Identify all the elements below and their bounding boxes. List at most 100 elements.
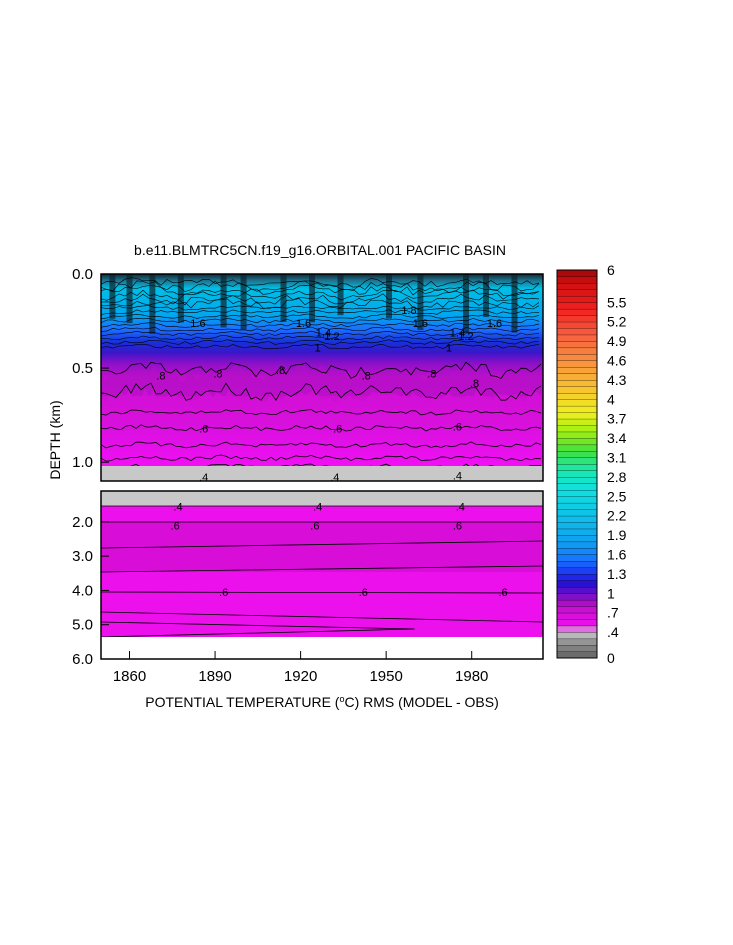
colorbar-label: .7 [607, 605, 619, 621]
colorbar-label: 0 [607, 650, 615, 666]
contour-line [100, 540, 544, 549]
contour-label: .4 [199, 472, 208, 484]
colorbar-label: .4 [607, 624, 619, 640]
contour-line [100, 621, 415, 638]
surface-streak [126, 274, 133, 324]
lower-panel-frame [100, 490, 544, 660]
colorbar-label: 2.8 [607, 469, 627, 485]
colorbar-label: 3.1 [607, 450, 627, 466]
y-tick-label: 1.0 [72, 454, 93, 471]
contour-label: .8 [427, 369, 436, 381]
contour-label: 1.2 [458, 331, 473, 343]
contour-label: .6 [359, 587, 368, 599]
contour-label: .6 [310, 520, 319, 532]
colorbar-swatch [556, 586, 598, 594]
colorbar-label: 1 [607, 585, 615, 601]
contour-line [100, 289, 540, 301]
colorbar-swatch [556, 509, 598, 517]
surface-streak [386, 274, 393, 319]
colorbar-swatch [556, 541, 598, 549]
x-axis-label-suffix: C) RMS (MODEL - OBS) [344, 694, 498, 710]
colorbar-swatch [556, 593, 598, 601]
contour-line [100, 565, 544, 573]
contour-line [100, 343, 540, 350]
colorbar-swatch [556, 373, 598, 381]
colorbar-swatch [556, 463, 598, 471]
contour-label: .6 [219, 587, 228, 599]
contour-line [100, 284, 540, 296]
colorbar-swatch [556, 347, 598, 355]
contour-line [100, 611, 544, 623]
contour-label: .4 [330, 472, 339, 484]
contour-label: .6 [453, 421, 462, 433]
contour-label: .8 [156, 371, 165, 383]
colorbar-swatch [556, 315, 598, 323]
colorbar-label: 6 [607, 262, 615, 278]
contour-label: .4 [453, 470, 462, 482]
lower-panel-gray-layer [101, 491, 543, 506]
colorbar-swatch [556, 308, 598, 316]
y-tick-label: 2.0 [72, 514, 93, 531]
colorbar-swatch [556, 437, 598, 446]
colorbar-label: 4 [607, 391, 615, 407]
colorbar-swatch [556, 567, 598, 575]
surface-streak [309, 274, 316, 323]
colorbar-swatch [556, 276, 598, 284]
colorbar-swatch [556, 295, 598, 303]
contour-label: 1.8 [401, 305, 416, 317]
contour-label: .6 [171, 520, 180, 532]
contour-line [100, 330, 540, 337]
surface-streak [109, 274, 116, 319]
colorbar-swatch [556, 476, 598, 484]
colorbar-swatch [556, 483, 598, 491]
colorbar-swatch [556, 554, 598, 562]
surface-streak [240, 274, 247, 330]
contour-line [100, 339, 540, 345]
colorbar-swatch [556, 457, 598, 465]
colorbar-swatch [556, 573, 598, 581]
colorbar-swatch [556, 644, 598, 652]
colorbar-label: 5.5 [607, 294, 627, 310]
colorbar-swatch [556, 360, 598, 368]
colorbar-swatch [556, 580, 598, 588]
colorbar-label: 2.5 [607, 488, 627, 504]
colorbar-swatch [556, 412, 598, 420]
contour-line [100, 454, 542, 462]
contour-label: .8 [470, 378, 479, 390]
colorbar-swatch [556, 606, 598, 614]
contour-line [100, 277, 540, 288]
colorbar-label: 2.2 [607, 508, 627, 524]
colorbar-swatch [556, 625, 598, 633]
contour-line [100, 441, 542, 449]
contour-label: .6 [333, 423, 342, 435]
colorbar-swatch [556, 612, 598, 620]
contour-label: 1.6 [296, 318, 311, 330]
colorbar-swatch [556, 651, 598, 659]
colorbar-label: 1.9 [607, 527, 627, 543]
lower-panel-bottom-white [101, 637, 543, 659]
contour-line [100, 382, 542, 401]
colorbar-swatch [556, 399, 598, 407]
surface-streak [337, 274, 344, 316]
contour-label: .8 [213, 369, 222, 381]
lower-panel [100, 490, 544, 660]
upper-panel-contours [100, 277, 542, 471]
contour-line [100, 591, 544, 594]
colorbar-swatch [556, 470, 598, 478]
colorbar-swatch [556, 366, 598, 374]
colorbar-swatch [556, 522, 598, 530]
surface-streak [463, 274, 470, 334]
y-tick-label: 0.0 [72, 266, 93, 283]
contour-line [100, 298, 540, 310]
colorbar-swatch [556, 515, 598, 523]
x-axis-label: POTENTIAL TEMPERATURE (oC) RMS (MODEL - … [145, 694, 499, 710]
colorbar-swatch [556, 631, 598, 640]
colorbar-label: 5.2 [607, 314, 627, 330]
colorbar-swatch [556, 321, 598, 329]
colorbar-swatch [556, 282, 598, 290]
contour-line [100, 309, 540, 315]
contour-label: 1 [315, 342, 321, 354]
x-tick-label: 1860 [113, 668, 146, 685]
colorbar-label: 4.9 [607, 333, 627, 349]
contour-line [100, 313, 540, 320]
